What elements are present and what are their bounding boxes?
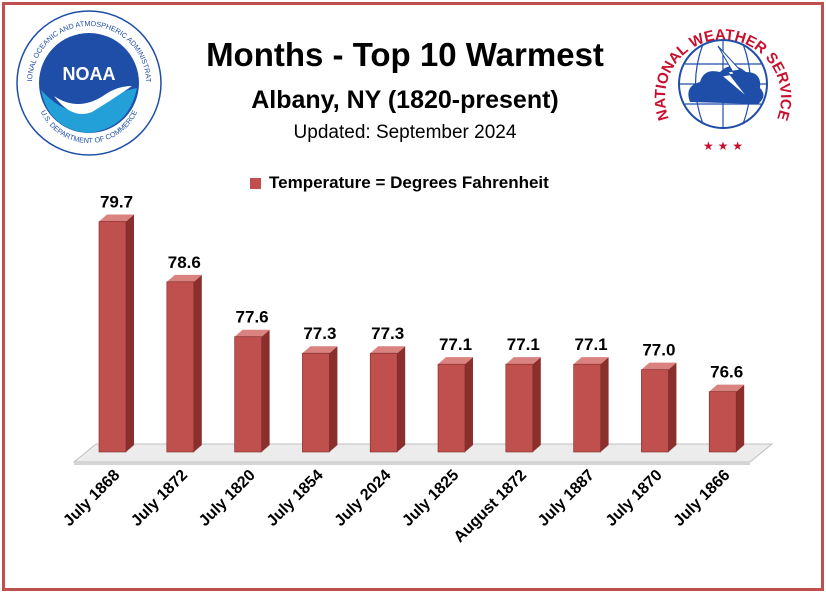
bar (505, 363, 534, 453)
bar-top (641, 362, 677, 370)
category-label: July 1868 (60, 467, 123, 530)
category-label: July 1887 (535, 467, 598, 530)
bar-top (166, 274, 202, 282)
bar-side (465, 357, 473, 452)
chart-floor-edge (74, 462, 750, 465)
bar-top (438, 357, 473, 365)
bar-side (193, 274, 202, 452)
bar-value-label: 78.6 (168, 253, 201, 272)
legend-label: Temperature = Degrees Fahrenheit (269, 173, 549, 192)
category-label: July 1854 (264, 467, 327, 530)
bar-value-label: 77.3 (371, 324, 404, 343)
category-label: July 1825 (399, 467, 462, 530)
bar-top (302, 346, 338, 354)
bar-value-label: 77.0 (642, 341, 675, 360)
bar (234, 336, 262, 453)
bar-side (532, 357, 541, 452)
category-label: July 1872 (128, 467, 191, 530)
nws-stars: ★ ★ ★ (703, 139, 743, 153)
category-label: July 1870 (603, 467, 666, 530)
chart-subtitle: Albany, NY (1820-present) (251, 86, 559, 114)
bar (98, 221, 127, 453)
category-label: July 1820 (196, 467, 259, 530)
bar-side (261, 329, 270, 452)
bar-side (397, 346, 406, 452)
bar-value-label: 79.7 (100, 192, 133, 211)
bar (641, 369, 669, 453)
bar-side (668, 362, 677, 452)
bar (573, 363, 601, 453)
bar (166, 281, 195, 453)
bar-value-label: 77.1 (439, 335, 472, 354)
category-label: August 1872 (451, 467, 530, 546)
bar-value-label: 77.1 (507, 335, 540, 354)
bar-top (709, 384, 745, 392)
bar-side (736, 384, 745, 452)
bar (708, 391, 737, 453)
chart-title: Months - Top 10 Warmest (206, 36, 604, 73)
bar (302, 352, 330, 453)
bar-top (234, 329, 270, 337)
bar (369, 352, 398, 453)
legend-swatch (250, 177, 261, 189)
category-label: July 2024 (332, 467, 395, 530)
noaa-wordmark: NOAA (63, 64, 116, 84)
updated-date: Updated: September 2024 (293, 122, 517, 143)
noaa-logo: NOAA NATIONAL OCEANIC AND ATMOSPHERIC AD… (14, 8, 162, 156)
category-label: July 1866 (671, 467, 734, 530)
legend: Temperature = Degrees Fahrenheit (250, 172, 549, 194)
bar-side (126, 214, 134, 452)
bar-value-label: 76.6 (710, 363, 743, 382)
bar-side (329, 346, 338, 452)
bar-value-label: 77.6 (236, 308, 269, 327)
bar-top (99, 214, 134, 222)
bar-side (600, 357, 609, 452)
bar-value-label: 77.3 (303, 324, 336, 343)
bar-top (573, 357, 609, 365)
bar (437, 363, 466, 453)
bar-value-label: 77.1 (575, 335, 608, 354)
bar-top (505, 357, 541, 365)
nws-logo: NATIONAL WEATHER SERVICE ★ ★ ★ (652, 26, 794, 153)
bar-top (370, 346, 406, 354)
